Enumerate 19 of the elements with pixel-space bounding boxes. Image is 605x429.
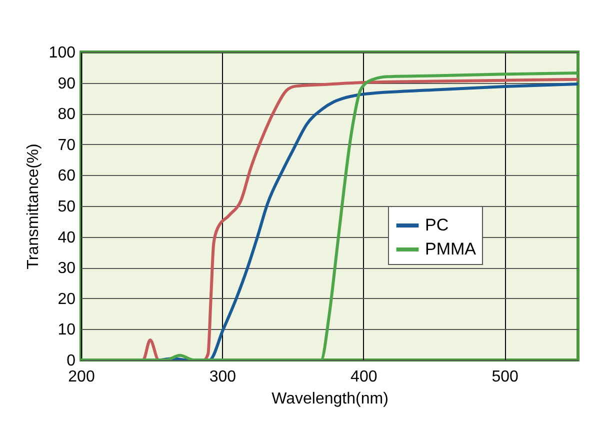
- x-tick-label: 400: [350, 368, 378, 386]
- y-tick-label: 80: [58, 106, 76, 124]
- y-tick-label: 70: [58, 136, 76, 154]
- y-tick-label: 40: [58, 229, 76, 246]
- legend-label: PC: [425, 216, 449, 234]
- x-tick-label: 200: [68, 368, 95, 386]
- legend-label: PMMA: [425, 240, 477, 258]
- y-axis-title: Transmittance(%): [24, 144, 42, 270]
- y-tick-label: 20: [58, 290, 76, 308]
- y-tick-label: 100: [48, 44, 76, 62]
- y-tick-label: 90: [58, 75, 76, 92]
- y-tick-label: 0: [66, 352, 76, 370]
- x-axis-title: Wavelength(nm): [272, 390, 388, 408]
- y-tick-label: 30: [58, 260, 76, 278]
- y-tick-label: 60: [58, 168, 76, 185]
- x-tick-label: 500: [492, 368, 519, 386]
- y-tick-label: 50: [58, 198, 76, 216]
- x-tick-label: 300: [209, 368, 236, 386]
- y-tick-label: 10: [58, 322, 76, 339]
